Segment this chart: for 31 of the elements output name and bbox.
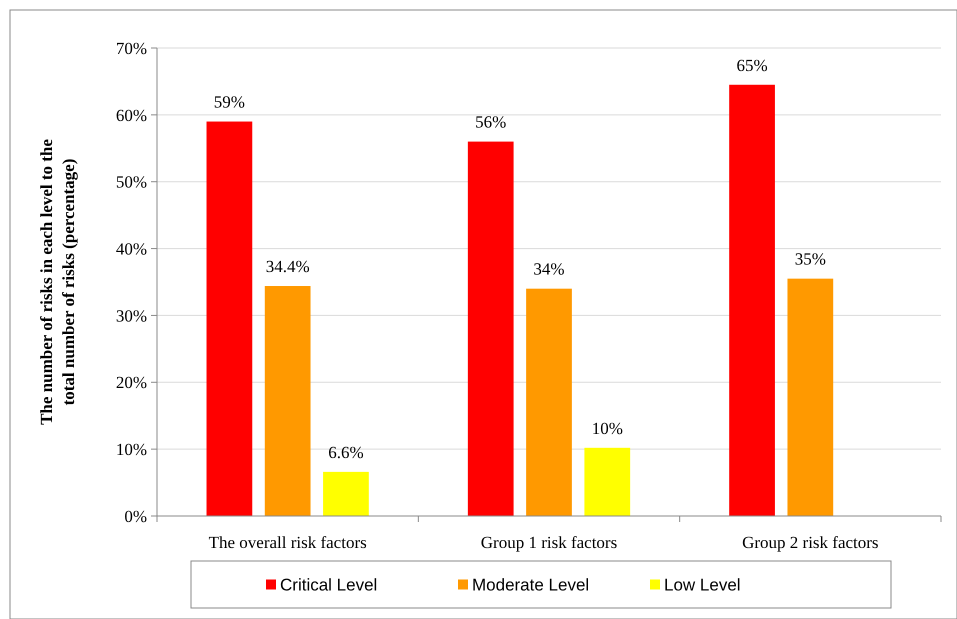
bar [526, 288, 572, 516]
y-tick-label: 70% [116, 38, 147, 58]
x-tick-label: Group 1 risk factors [480, 533, 618, 552]
y-axis-title: The number of risks in each level to the total number of risks (percentage) [37, 138, 78, 425]
data-label: 10% [592, 418, 623, 438]
y-tick-label: 0% [124, 506, 147, 526]
x-tick-label: Group 2 risk factors [742, 533, 879, 552]
legend-label: Low Level [664, 575, 741, 594]
bar [787, 278, 834, 516]
data-label: 65% [736, 56, 768, 75]
data-label: 59% [214, 92, 245, 112]
y-tick-label: 60% [116, 106, 147, 125]
bar [468, 142, 514, 516]
x-tick-label: The overall risk factors [208, 533, 367, 552]
data-label: 35% [794, 250, 826, 269]
data-label: 6.6% [328, 442, 364, 462]
y-tick-label: 30% [116, 306, 147, 326]
bar [264, 286, 311, 516]
data-label: 34% [533, 260, 565, 279]
y-tick-label: 50% [116, 172, 147, 192]
data-label: 56% [475, 112, 506, 132]
legend-label: Critical Level [280, 575, 378, 594]
y-tick-label: 20% [116, 373, 147, 392]
y-tick-label: 40% [116, 240, 147, 259]
bar [584, 448, 630, 516]
y-tick-label: 10% [116, 440, 147, 460]
bar [729, 84, 775, 516]
bar [206, 122, 252, 516]
data-label: 34.4% [266, 257, 310, 276]
legend-label: Moderate Level [472, 575, 590, 594]
bar [323, 472, 369, 516]
